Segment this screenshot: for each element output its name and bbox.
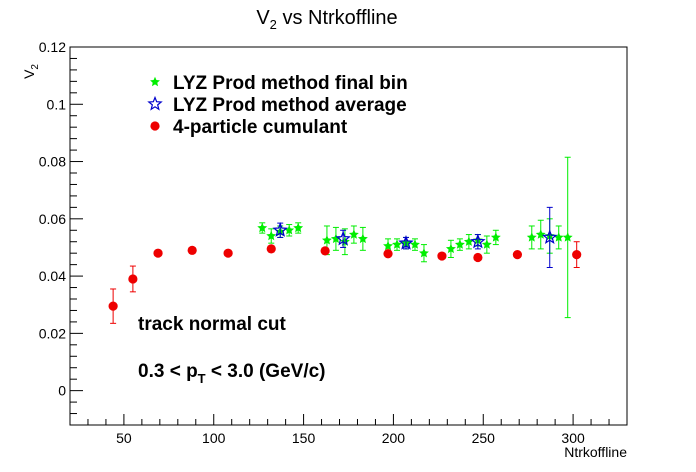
legend-label: LYZ Prod method final bin	[173, 73, 408, 94]
data-point	[562, 232, 573, 242]
data-point	[470, 233, 486, 249]
chart-title: V2 vs Ntrkoffline	[256, 7, 397, 32]
pt-range-annotation: 0.3 < pT < 3.0 (GeV/c)	[138, 361, 326, 386]
data-point	[320, 246, 330, 256]
y-tick-label: 0.1	[47, 96, 67, 112]
series-layer	[108, 156, 582, 324]
legend-marker	[150, 121, 160, 131]
data-point	[410, 239, 420, 249]
legend-label: 4-particle cumulant	[173, 117, 348, 138]
x-tick-label: 50	[116, 430, 132, 446]
plot-frame	[69, 46, 628, 426]
data-point	[223, 248, 233, 258]
x-tick-label: 300	[561, 430, 585, 446]
data-point	[535, 229, 546, 239]
data-point	[419, 247, 429, 258]
data-point	[272, 222, 288, 237]
data-point	[357, 233, 368, 244]
data-point	[348, 229, 359, 239]
y-axis-title-sub: 2	[30, 64, 41, 70]
x-tick-label: 100	[202, 430, 226, 446]
x-tick-label: 150	[292, 430, 316, 446]
y-axis-title-main: V	[21, 69, 37, 79]
data-point	[383, 240, 393, 251]
data-point	[526, 232, 537, 242]
data-point	[187, 245, 197, 255]
data-point	[512, 250, 522, 260]
y-tick-label: 0	[58, 383, 66, 399]
data-point	[321, 235, 332, 245]
chart-title-sub: 2	[270, 17, 277, 32]
data-point	[293, 222, 304, 233]
data-point	[473, 252, 483, 263]
chart-title-rest: vs Ntrkoffline	[277, 7, 398, 29]
data-point	[490, 232, 501, 242]
x-tick-label: 200	[382, 430, 406, 446]
x-axis-title: Ntrkoffline	[564, 444, 627, 460]
y-tick-label: 0.02	[39, 325, 66, 341]
y-tick-label: 0.06	[39, 211, 66, 227]
data-point	[266, 244, 276, 254]
cut-annotation: track normal cut	[138, 314, 286, 335]
data-point	[153, 248, 163, 258]
data-point	[257, 222, 268, 233]
data-point	[463, 236, 474, 246]
y-axis-title: V2	[21, 64, 41, 79]
data-point	[108, 301, 118, 311]
legend-marker	[147, 95, 163, 111]
data-point	[284, 225, 295, 235]
data-point	[383, 249, 393, 259]
data-point	[454, 239, 465, 249]
pt-range-sub: T	[198, 371, 206, 386]
series-star	[257, 156, 573, 319]
legend-marker	[150, 76, 160, 87]
pt-range-after: < 3.0 (GeV/c)	[206, 361, 326, 382]
y-tick-label: 0.04	[39, 268, 66, 284]
data-point	[553, 232, 564, 242]
data-point	[437, 251, 447, 261]
data-point	[266, 230, 277, 241]
data-point	[445, 243, 456, 254]
data-point	[398, 235, 414, 250]
data-point	[541, 229, 558, 245]
data-point	[335, 230, 351, 246]
x-tick-label: 250	[472, 430, 496, 446]
x-axis-ticks: 50 100 150 200 250 300	[87, 414, 610, 446]
legend-label: LYZ Prod method average	[173, 95, 407, 116]
data-point	[572, 250, 582, 260]
pt-range-before: 0.3 < p	[138, 361, 198, 382]
data-point	[392, 239, 402, 249]
series-open-star	[272, 206, 558, 268]
series-circle	[108, 241, 582, 324]
data-point	[128, 274, 138, 284]
chart-title-main: V	[256, 7, 270, 29]
y-tick-label: 0.08	[39, 154, 66, 170]
y-tick-label: 0.12	[39, 39, 66, 55]
data-point	[330, 233, 341, 244]
y-axis-ticks: 0 0.02 0.04 0.06 0.08 0.1 0.12	[39, 39, 83, 415]
data-point	[481, 239, 492, 249]
